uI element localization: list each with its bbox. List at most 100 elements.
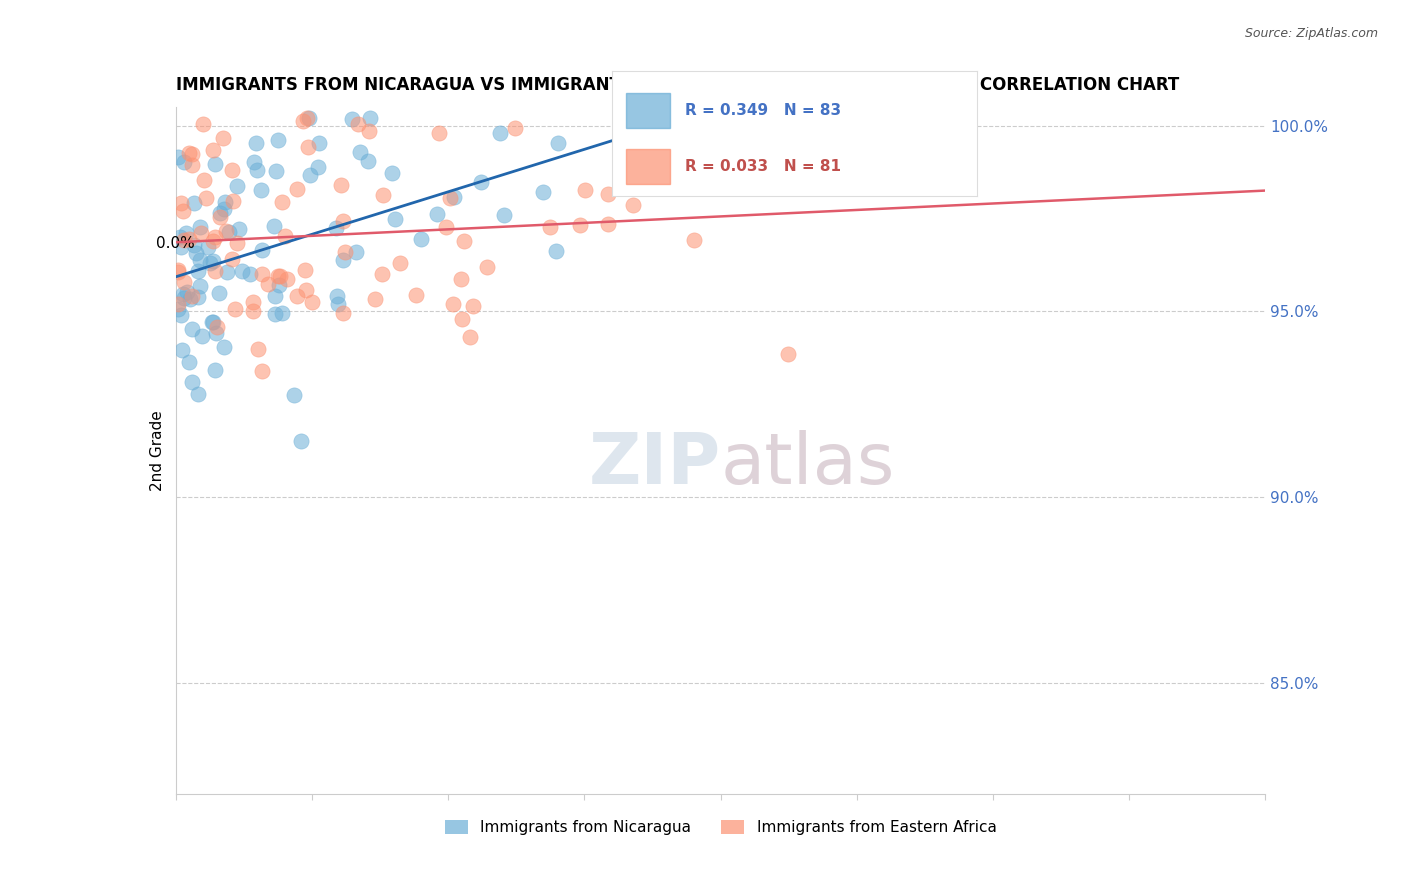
Point xyxy=(183,196,205,211)
Point xyxy=(243,155,266,169)
Point xyxy=(247,342,270,356)
Point xyxy=(205,326,228,341)
Point xyxy=(179,292,201,306)
Point xyxy=(221,252,243,266)
Point xyxy=(242,303,264,318)
Point xyxy=(307,160,329,174)
Point xyxy=(187,290,209,304)
Point xyxy=(173,275,195,289)
Point xyxy=(184,246,207,260)
Point xyxy=(778,347,800,361)
Point xyxy=(212,202,235,217)
Point xyxy=(326,289,349,303)
Point xyxy=(172,287,194,301)
Point xyxy=(295,284,318,298)
Point xyxy=(470,175,492,189)
Point xyxy=(173,155,195,169)
Point xyxy=(330,178,353,192)
Point xyxy=(180,158,202,172)
Point xyxy=(167,262,190,277)
Point xyxy=(347,117,370,131)
Point xyxy=(682,233,704,247)
Point xyxy=(333,245,356,260)
Point xyxy=(328,297,350,311)
Point xyxy=(167,296,190,310)
Point xyxy=(224,301,246,316)
Point xyxy=(188,278,211,293)
Point xyxy=(568,218,591,232)
Legend: Immigrants from Nicaragua, Immigrants from Eastern Africa: Immigrants from Nicaragua, Immigrants fr… xyxy=(439,814,1002,841)
Point xyxy=(245,136,267,150)
Point xyxy=(218,225,240,239)
Point xyxy=(488,126,510,140)
Point xyxy=(450,272,472,286)
Point xyxy=(441,297,464,311)
Point xyxy=(222,194,245,208)
Point xyxy=(204,157,226,171)
Point xyxy=(621,198,644,212)
Point xyxy=(207,285,229,300)
Point xyxy=(177,146,200,161)
Point xyxy=(179,355,201,369)
Point xyxy=(728,133,751,147)
Point xyxy=(242,295,264,310)
Text: Source: ZipAtlas.com: Source: ZipAtlas.com xyxy=(1244,27,1378,40)
Point xyxy=(202,315,225,329)
Text: ZIP: ZIP xyxy=(588,430,721,499)
Point xyxy=(214,194,236,209)
Point xyxy=(250,183,273,197)
Point xyxy=(205,320,228,334)
Point xyxy=(294,263,316,277)
Point xyxy=(342,112,364,126)
Point xyxy=(174,226,197,240)
Point xyxy=(332,214,354,228)
Point xyxy=(370,267,392,281)
Point xyxy=(477,260,499,275)
Point xyxy=(231,263,253,277)
Point xyxy=(389,255,412,269)
Point xyxy=(181,376,204,390)
Point xyxy=(267,268,290,283)
Point xyxy=(208,206,231,220)
Point xyxy=(264,307,287,321)
Point xyxy=(297,140,319,154)
Point xyxy=(298,168,321,182)
Point xyxy=(167,302,190,317)
Point xyxy=(283,388,305,402)
Point xyxy=(451,312,474,326)
Point xyxy=(250,244,273,258)
Y-axis label: 2nd Grade: 2nd Grade xyxy=(149,410,165,491)
Point xyxy=(181,146,204,161)
Point xyxy=(290,434,312,449)
Point xyxy=(263,219,285,233)
Point xyxy=(257,277,280,291)
Point xyxy=(226,179,249,194)
Point xyxy=(215,265,238,279)
Point xyxy=(170,308,193,322)
Point xyxy=(295,111,318,125)
Point xyxy=(173,234,195,248)
Point xyxy=(239,267,262,281)
Point xyxy=(190,227,212,241)
Point xyxy=(274,229,297,244)
Point xyxy=(170,240,193,254)
Point xyxy=(411,232,433,246)
Point xyxy=(381,165,404,179)
Point xyxy=(172,343,194,357)
Point xyxy=(194,191,217,205)
Point xyxy=(193,173,215,187)
Point xyxy=(187,387,209,401)
Bar xyxy=(626,93,671,128)
Point xyxy=(202,143,225,157)
Point xyxy=(301,294,323,309)
Point xyxy=(461,299,484,313)
Point xyxy=(637,111,659,125)
Point xyxy=(250,267,273,281)
Text: 0.0%: 0.0% xyxy=(156,236,195,252)
Point xyxy=(332,252,354,267)
Text: R = 0.033   N = 81: R = 0.033 N = 81 xyxy=(685,159,841,174)
Point xyxy=(170,195,193,210)
Point xyxy=(492,208,515,222)
Point xyxy=(204,263,226,277)
Point xyxy=(439,191,461,205)
